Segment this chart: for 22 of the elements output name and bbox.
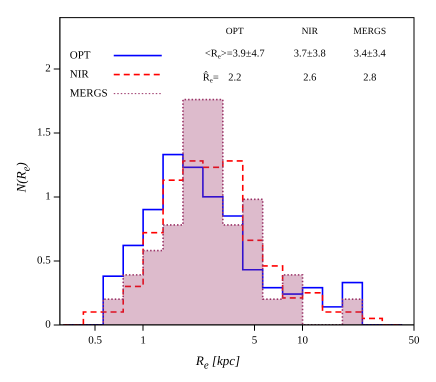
annotation: 2.6 <box>303 72 316 84</box>
legend-label: NIR <box>70 68 90 80</box>
x-tick-label: 10 <box>297 334 309 346</box>
annotation: 2.2 <box>228 72 242 84</box>
annotation: NIR <box>302 27 319 38</box>
legend-label: OPT <box>70 49 91 62</box>
y-tick-label: 0 <box>45 318 52 331</box>
annotation: 3.7±3.8 <box>294 48 326 60</box>
y-tick-label: 1 <box>45 190 51 203</box>
y-tick-label: 0.5 <box>37 254 52 267</box>
annotation: 3.4±3.4 <box>354 48 387 60</box>
annotation: 2.8 <box>363 72 376 84</box>
x-tick-label: 1 <box>140 334 146 346</box>
annotation: MERGS <box>353 27 386 38</box>
x-tick-label: 0.5 <box>88 334 102 346</box>
y-tick-label: 2 <box>45 62 51 75</box>
x-axis-title: R$_{e}$ [kpc] <box>194 353 242 372</box>
legend-label: MERGS <box>70 87 108 100</box>
annotation: OPT <box>226 27 244 38</box>
y-tick-label: 1.5 <box>37 126 52 139</box>
x-tick-label: 50 <box>408 334 420 346</box>
x-tick-label: 5 <box>252 334 258 346</box>
